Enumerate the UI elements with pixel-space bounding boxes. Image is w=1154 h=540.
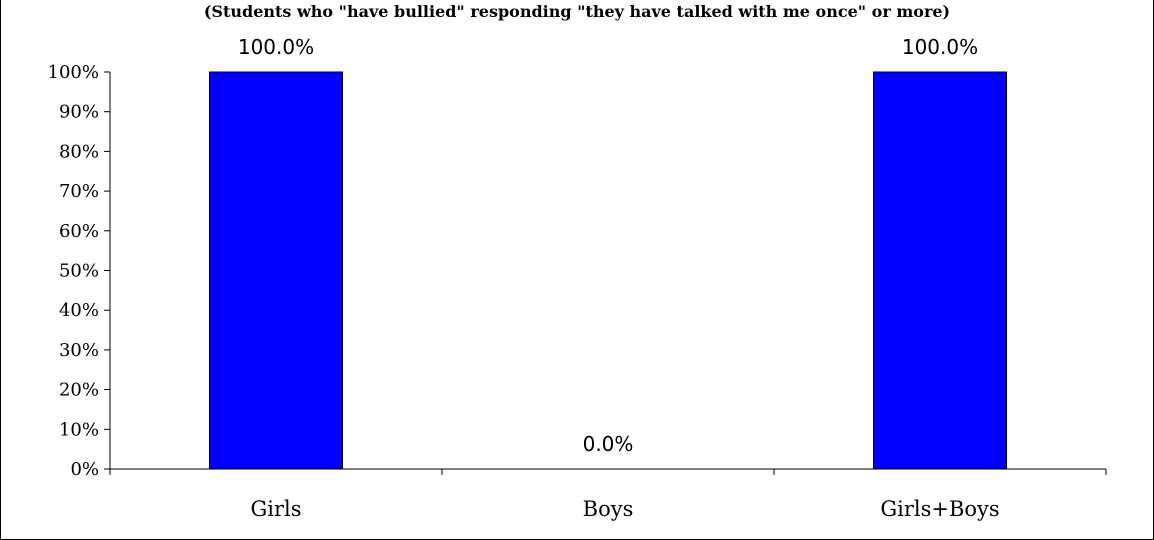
- y-tick-label: 40%: [59, 300, 99, 321]
- y-tick-label: 20%: [59, 380, 99, 401]
- y-tick-label: 30%: [59, 340, 99, 361]
- y-tick-label: 50%: [59, 261, 99, 282]
- y-tick-label: 90%: [59, 102, 99, 123]
- data-label: 100.0%: [902, 35, 978, 59]
- y-tick-label: 0%: [70, 459, 99, 480]
- y-tick-label: 70%: [59, 181, 99, 202]
- chart-subtitle: (Students who "have bullied" responding …: [203, 2, 951, 21]
- y-tick-label: 60%: [59, 221, 99, 242]
- bar-girls-boys: [873, 71, 1007, 470]
- y-tick-label: 10%: [59, 419, 99, 440]
- labels: 0% 10% 20% 30% 40% 50% 60% 70% 80% 90% 100% 100.0% G…: [48, 35, 1000, 521]
- data-label: 100.0%: [238, 35, 314, 59]
- category-label: Boys: [583, 497, 634, 521]
- bar-girls: [209, 71, 343, 470]
- y-tick-label: 80%: [59, 141, 99, 162]
- category-label: Girls+Boys: [880, 497, 999, 521]
- data-label: 0.0%: [583, 432, 634, 456]
- category-label: Girls: [250, 497, 301, 521]
- bars: [209, 71, 1007, 470]
- y-tick-label: 100%: [48, 62, 99, 83]
